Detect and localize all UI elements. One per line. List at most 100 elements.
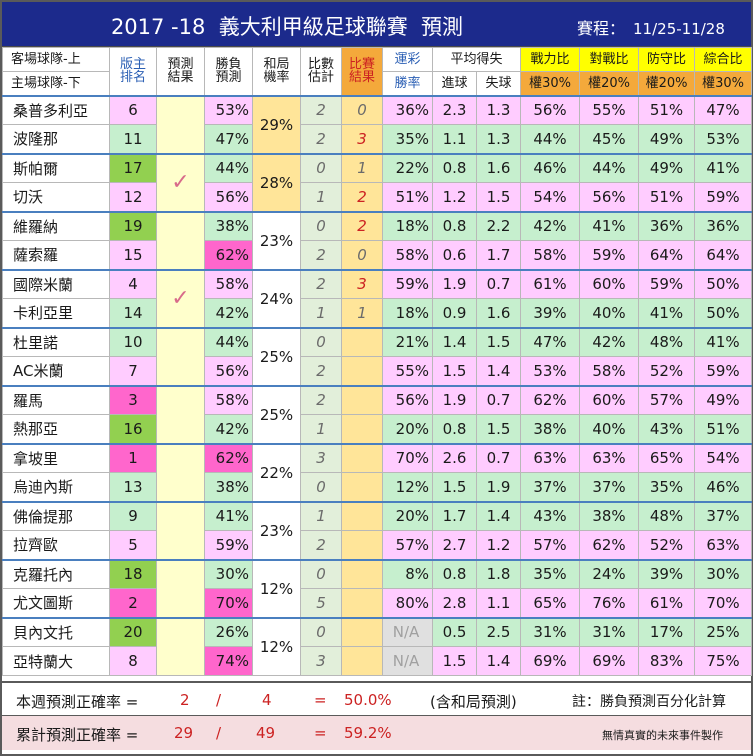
strength-ratio: 56% xyxy=(520,94,581,125)
table-row: 尤文圖斯 2 70% 5 80% 2.8 1.1 65% 76% 61% 70% xyxy=(2,588,753,618)
strength-ratio: 61% xyxy=(520,268,581,299)
defense-ratio: 52% xyxy=(638,530,696,560)
table-row: 斯帕爾 17 ✓ 44% 28% 0 1 22% 0.8 1.6 46% 44% 49% 41% xyxy=(2,152,753,212)
score-estimate: 0 xyxy=(300,326,342,357)
team-name: 波隆那 xyxy=(2,124,110,154)
h2h-ratio: 63% xyxy=(579,442,640,473)
score-estimate: 2 xyxy=(300,356,342,386)
col-defense: 防守比 xyxy=(638,47,696,72)
draw-prob: 23% xyxy=(252,210,301,270)
avg-gain: 0.9 xyxy=(432,298,477,328)
match-result xyxy=(341,588,383,618)
col-h2h: 對戰比 xyxy=(579,47,640,72)
col-score: 比數 估計 xyxy=(300,47,342,96)
avg-loss: 1.7 xyxy=(475,240,522,270)
week-note: (含和局預測) xyxy=(430,693,517,711)
draw-prob: 12% xyxy=(252,558,301,618)
defense-ratio: 83% xyxy=(638,646,696,676)
score-estimate: 2 xyxy=(300,268,342,299)
overall-ratio: 36% xyxy=(694,210,753,241)
avg-gain: 0.6 xyxy=(432,240,477,270)
score-estimate: 0 xyxy=(300,616,342,647)
table-row: 維羅納 19 38% 23% 0 2 18% 0.8 2.2 42% 41% 36% 36% xyxy=(2,210,753,270)
avg-gain: 1.5 xyxy=(432,646,477,676)
col-h2h-weight: 權20% xyxy=(579,71,640,96)
table-row: 克羅托內 18 30% 12% 0 8% 0.8 1.8 35% 24% 39% 30% xyxy=(2,558,753,618)
lottery-pct: 20% xyxy=(382,500,433,531)
defense-ratio: 49% xyxy=(638,152,696,183)
match-result xyxy=(341,500,383,531)
table-row: 桑普多利亞 6 53% 29% 2 0 36% 2.3 1.3 56% 55% 51% 47% xyxy=(2,94,753,154)
avg-loss: 2.2 xyxy=(475,210,522,241)
avg-gain: 1.9 xyxy=(432,268,477,299)
lottery-pct: 70% xyxy=(382,442,433,473)
table-row: 佛倫提那 9 41% 23% 1 20% 1.7 1.4 43% 38% 48% 37% xyxy=(2,500,753,560)
total-label: 累計預測正確率 = xyxy=(16,726,139,744)
col-defense-weight: 權20% xyxy=(638,71,696,96)
avg-loss: 1.3 xyxy=(475,124,522,154)
avg-loss: 0.7 xyxy=(475,442,522,473)
avg-loss: 0.7 xyxy=(475,384,522,415)
lottery-pct: 56% xyxy=(382,384,433,415)
lottery-pct: 36% xyxy=(382,94,433,125)
winlose-pct: 47% xyxy=(204,124,253,154)
strength-ratio: 43% xyxy=(520,500,581,531)
rank-cell: 1 xyxy=(109,442,157,473)
table-row: 貝內文托 20 26% 12% 0 N/A 0.5 2.5 31% 31% 17% 25% xyxy=(2,616,753,676)
avg-loss: 0.7 xyxy=(475,268,522,299)
h2h-ratio: 40% xyxy=(579,414,640,444)
winlose-pct: 56% xyxy=(204,356,253,386)
h2h-ratio: 37% xyxy=(579,472,640,502)
col-lottery: 運彩 xyxy=(382,47,433,72)
match-result xyxy=(341,356,383,386)
score-estimate: 3 xyxy=(300,442,342,473)
col-lottery-sub: 勝率 xyxy=(382,71,433,96)
overall-ratio: 59% xyxy=(694,182,753,212)
defense-ratio: 35% xyxy=(638,472,696,502)
h2h-ratio: 62% xyxy=(579,530,640,560)
h2h-ratio: 76% xyxy=(579,588,640,618)
winlose-pct: 41% xyxy=(204,500,253,531)
strength-ratio: 46% xyxy=(520,152,581,183)
match-result xyxy=(341,646,383,676)
overall-ratio: 50% xyxy=(694,268,753,299)
overall-ratio: 41% xyxy=(694,326,753,357)
rank-cell: 14 xyxy=(109,298,157,328)
schedule-dates: 11/25-11/28 xyxy=(633,20,725,38)
avg-loss: 1.3 xyxy=(475,94,522,125)
h2h-ratio: 56% xyxy=(579,182,640,212)
lottery-pct: 58% xyxy=(382,240,433,270)
overall-ratio: 75% xyxy=(694,646,753,676)
table-row: 卡利亞里 14 42% 1 1 18% 0.9 1.6 39% 40% 41% 50% xyxy=(2,298,753,328)
rank-cell: 19 xyxy=(109,210,157,241)
defense-ratio: 48% xyxy=(638,500,696,531)
col-strength-weight: 權30% xyxy=(520,71,581,96)
winlose-pct: 38% xyxy=(204,210,253,241)
total-accuracy-row: 累計預測正確率 = 29 / 49 = 59.2% 無情真實的未來事件製作 xyxy=(2,715,751,750)
winlose-pct: 62% xyxy=(204,240,253,270)
prediction-check: ✓ xyxy=(156,152,205,212)
schedule-label: 賽程： xyxy=(577,19,626,38)
team-name: 尤文圖斯 xyxy=(2,588,110,618)
table-row: 國際米蘭 4 ✓ 58% 24% 2 3 59% 1.9 0.7 61% 60% 59% 50% xyxy=(2,268,753,328)
winlose-pct: 42% xyxy=(204,414,253,444)
table-row: 杜里諾 10 44% 25% 0 21% 1.4 1.5 47% 42% 48% 41% xyxy=(2,326,753,386)
avg-gain: 0.8 xyxy=(432,152,477,183)
match-result xyxy=(341,472,383,502)
col-prediction: 預測 結果 xyxy=(156,47,205,96)
h2h-ratio: 69% xyxy=(579,646,640,676)
draw-prob: 28% xyxy=(252,152,301,212)
lottery-pct: N/A xyxy=(382,646,433,676)
prediction-check xyxy=(156,442,205,502)
rank-cell: 2 xyxy=(109,588,157,618)
overall-ratio: 41% xyxy=(694,152,753,183)
rank-cell: 13 xyxy=(109,472,157,502)
defense-ratio: 49% xyxy=(638,124,696,154)
defense-ratio: 36% xyxy=(638,210,696,241)
rank-cell: 8 xyxy=(109,646,157,676)
strength-ratio: 35% xyxy=(520,558,581,589)
draw-prob: 29% xyxy=(252,94,301,154)
col-strength: 戰力比 xyxy=(520,47,581,72)
overall-ratio: 47% xyxy=(694,94,753,125)
